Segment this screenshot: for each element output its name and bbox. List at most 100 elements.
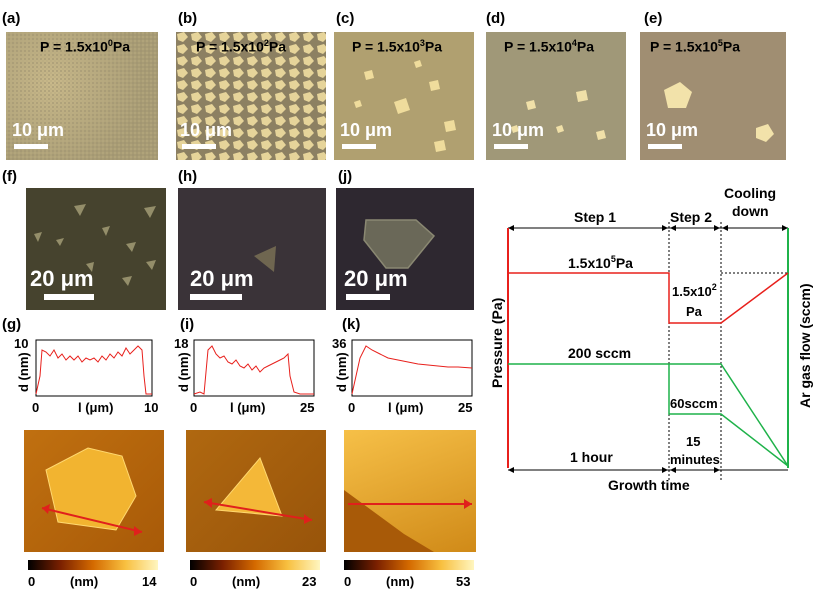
height-profile-i: 18 d (nm) 0 l (μm) 25 (174, 336, 315, 415)
height-profile-g: 10 d (nm) 0 l (μm) 10 (14, 336, 158, 415)
pressure-high-unit: Pa (616, 255, 633, 271)
xmin-g: 0 (32, 400, 39, 415)
optical-image-j: 20 μm (336, 188, 474, 310)
xmin-i: 0 (190, 400, 197, 415)
scale-label-j: 20 μm (344, 266, 408, 291)
scale-bar-e (648, 144, 682, 149)
pressure-exponent-d: 4 (571, 38, 577, 48)
scale-label-h: 20 μm (190, 266, 254, 291)
pressure-label-a: P = 1.5x10 (40, 38, 108, 55)
colorbar-min-k: 0 (344, 574, 352, 589)
optical-image-b: P = 1.5x102Pa 10 μm (176, 32, 326, 160)
afm-image-i (186, 430, 326, 552)
xmin-k: 0 (348, 400, 355, 415)
scale-label-f: 20 μm (30, 266, 94, 291)
pressure-low-label: 1.5x102 (672, 282, 717, 299)
scale-bar-h (190, 294, 242, 300)
colorbar-g (28, 560, 158, 570)
height-profile-k: 36 d (nm) 0 l (μm) 25 (332, 336, 473, 415)
scale-bar-j (346, 294, 390, 300)
scale-label-d: 10 μm (492, 120, 545, 140)
pressure-curve (508, 272, 789, 324)
scale-label-b: 10 μm (180, 120, 233, 140)
time-step2-line2: minutes (670, 452, 720, 467)
pressure-label-b: P = 1.5x10 (196, 38, 264, 55)
pressure-unit-b: Pa (268, 38, 287, 55)
panel-label-g: (g) (2, 316, 22, 333)
ymax-k: 36 (332, 336, 346, 351)
cooling-label-line1: Cooling (724, 185, 776, 201)
time-step1-label: 1 hour (570, 449, 613, 465)
colorbar-max-k: 53 (456, 574, 471, 589)
profile-line-i (193, 345, 314, 395)
afm-image-g (24, 430, 164, 552)
xmax-k: 25 (458, 400, 472, 415)
cooling-label-line2: down (732, 203, 769, 219)
optical-image-h: 20 μm (178, 188, 326, 310)
flow-curve-lower (668, 364, 789, 467)
pressure-high-exponent: 5 (611, 254, 616, 264)
pressure-low-base: 1.5x10 (672, 284, 712, 299)
panel-label-h: (h) (178, 168, 198, 185)
pressure-low-unit: Pa (686, 304, 703, 319)
optical-image-d: P = 1.5x104Pa 10 μm (486, 32, 626, 160)
colorbar-max-g: 14 (142, 574, 157, 589)
colorbar-i (190, 560, 320, 570)
scale-label-a: 10 μm (12, 120, 65, 140)
pressure-exponent-b: 2 (263, 38, 269, 48)
colorbar-unit-i: (nm) (232, 574, 261, 589)
scale-bar-a (14, 144, 48, 149)
pressure-unit-a: Pa (112, 38, 131, 55)
profile-line-k (351, 345, 473, 395)
panel-label-k: (k) (342, 316, 361, 333)
pressure-label-c: P = 1.5x10 (352, 38, 420, 55)
panel-label-d: (d) (486, 10, 506, 27)
step2-label: Step 2 (670, 209, 712, 225)
optical-image-e: P = 1.5x105Pa 10 μm (640, 32, 786, 160)
colorbar-unit-k: (nm) (386, 574, 415, 589)
panel-label-c: (c) (336, 10, 355, 27)
xlabel-g: l (μm) (78, 400, 113, 415)
flow-axis-title: Ar gas flow (sccm) (797, 284, 813, 408)
growth-process-diagram: Cooling down Step 1 Step 2 1.5x105Pa 1.5… (492, 185, 813, 493)
panel-label-b: (b) (178, 10, 198, 27)
time-step2-line1: 15 (686, 434, 700, 449)
ylabel-g: d (nm) (16, 352, 31, 392)
colorbar-k (344, 560, 474, 570)
xmax-i: 25 (300, 400, 314, 415)
scale-label-c: 10 μm (340, 120, 393, 140)
ymax-i: 18 (174, 336, 188, 351)
panel-label-e: (e) (644, 10, 663, 27)
flow-curve-upper (508, 363, 789, 467)
panel-label-i: (i) (180, 316, 195, 333)
ymax-g: 10 (14, 336, 28, 351)
pressure-label-e: P = 1.5x10 (650, 38, 718, 55)
pressure-high-label: 1.5x105Pa (568, 254, 633, 271)
scale-bar-d (494, 144, 528, 149)
xmax-g: 10 (144, 400, 158, 415)
xlabel-i: l (μm) (230, 400, 265, 415)
colorbar-max-i: 23 (302, 574, 317, 589)
scale-label-e: 10 μm (646, 120, 699, 140)
step1-label: Step 1 (574, 209, 616, 225)
scale-bar-f (44, 294, 94, 300)
colorbar-min-i: 0 (190, 574, 198, 589)
pressure-axis-title: Pressure (Pa) (492, 298, 505, 388)
pressure-unit-d: Pa (576, 38, 595, 55)
flow-low-label: 60sccm (670, 396, 718, 411)
xlabel-k: l (μm) (388, 400, 423, 415)
profile-line-g (35, 345, 152, 395)
pressure-exponent-a: 0 (107, 38, 113, 48)
optical-image-f: 20 μm (26, 188, 166, 310)
pressure-high-base: 1.5x10 (568, 255, 611, 271)
pressure-exponent-c: 3 (419, 38, 425, 48)
ylabel-i: d (nm) (176, 352, 191, 392)
colorbar-unit-g: (nm) (70, 574, 99, 589)
pressure-exponent-e: 5 (717, 38, 723, 48)
colorbar-min-g: 0 (28, 574, 36, 589)
optical-image-a: P = 1.5x100Pa 10 μm (6, 32, 158, 160)
flow-high-label: 200 sccm (568, 345, 631, 361)
afm-image-k (344, 430, 476, 552)
panel-label-j: (j) (338, 168, 353, 185)
panel-label-f: (f) (2, 168, 17, 185)
